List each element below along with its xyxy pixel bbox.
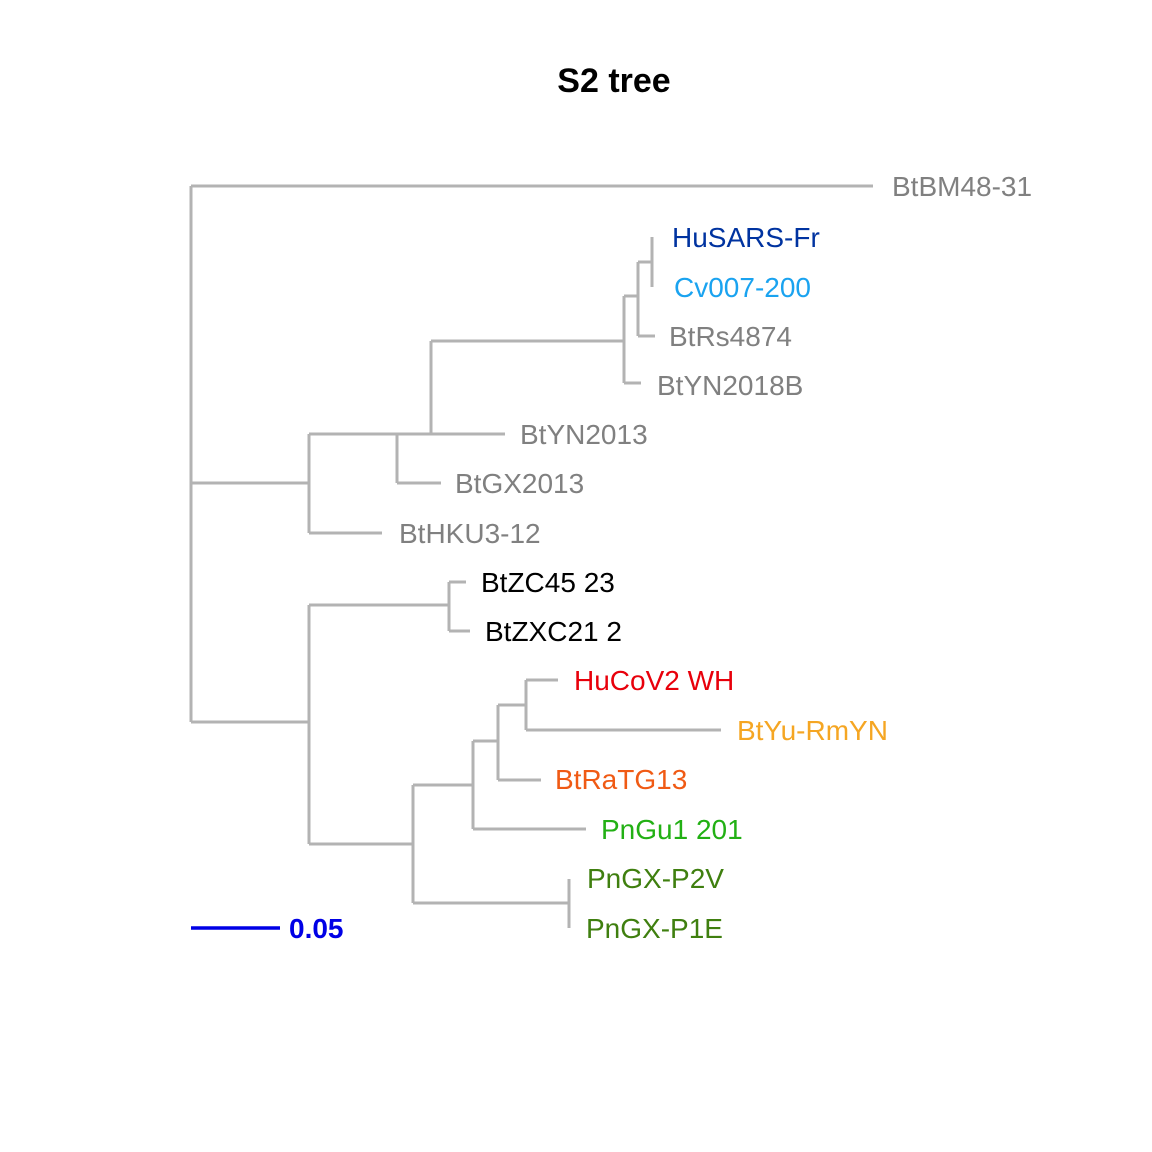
- branch-root: [189, 184, 873, 724]
- tip-label: BtYN2013: [520, 419, 648, 450]
- scale-bar: 0.05: [191, 913, 344, 944]
- tip-label: BtYu-RmYN: [737, 715, 888, 746]
- branch-sars-clade: [307, 237, 655, 535]
- tip-label: BtRaTG13: [555, 764, 687, 795]
- tip-label: BtRs4874: [669, 321, 792, 352]
- tip-label: BtBM48-31: [892, 171, 1032, 202]
- tip-label: Cv007-200: [674, 272, 811, 303]
- tip-label: HuSARS-Fr: [672, 222, 820, 253]
- tip-label: BtHKU3-12: [399, 518, 541, 549]
- scale-bar-label: 0.05: [289, 913, 344, 944]
- tip-label: PnGu1 201: [601, 814, 743, 845]
- tree-branches: [189, 184, 873, 928]
- tip-labels: BtBM48-31 HuSARS-Fr Cv007-200 BtRs4874 BtYN2…: [399, 171, 1032, 944]
- tip-label: BtZC45 23: [481, 567, 615, 598]
- tip-label: BtZXC21 2: [485, 616, 622, 647]
- tip-label: PnGX-P1E: [586, 913, 723, 944]
- tip-label: HuCoV2 WH: [574, 665, 734, 696]
- branch-sarscov2-clade: [307, 580, 721, 928]
- figure-title: S2 tree: [557, 62, 670, 100]
- tip-label: BtYN2018B: [657, 370, 803, 401]
- tip-label: BtGX2013: [455, 468, 584, 499]
- tip-label: PnGX-P2V: [587, 863, 724, 894]
